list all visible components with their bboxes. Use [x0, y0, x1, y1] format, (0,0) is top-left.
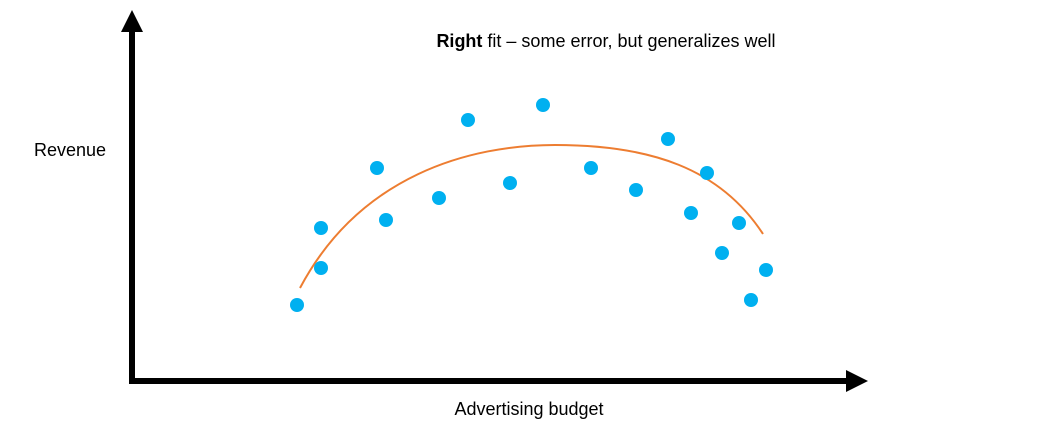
point: [584, 161, 598, 175]
x-axis-label: Advertising budget: [454, 399, 603, 419]
point: [370, 161, 384, 175]
point: [290, 298, 304, 312]
point: [732, 216, 746, 230]
point: [684, 206, 698, 220]
title-bold: Right: [436, 31, 482, 51]
point: [759, 263, 773, 277]
point: [461, 113, 475, 127]
fit-curve: [299, 143, 764, 289]
point: [700, 166, 714, 180]
point: [503, 176, 517, 190]
x-arrow: [846, 370, 868, 392]
point: [715, 246, 729, 260]
point: [744, 293, 758, 307]
y-axis-label: Revenue: [34, 140, 106, 160]
point: [536, 98, 550, 112]
y-arrow: [121, 10, 143, 32]
title-rest: fit – some error, but generalizes well: [482, 31, 775, 51]
point: [379, 213, 393, 227]
points: [290, 98, 773, 312]
point: [314, 261, 328, 275]
title: Right fit – some error, but generalizes …: [436, 31, 775, 51]
axes: [121, 10, 868, 392]
point: [629, 183, 643, 197]
point: [661, 132, 675, 146]
point: [432, 191, 446, 205]
point: [314, 221, 328, 235]
